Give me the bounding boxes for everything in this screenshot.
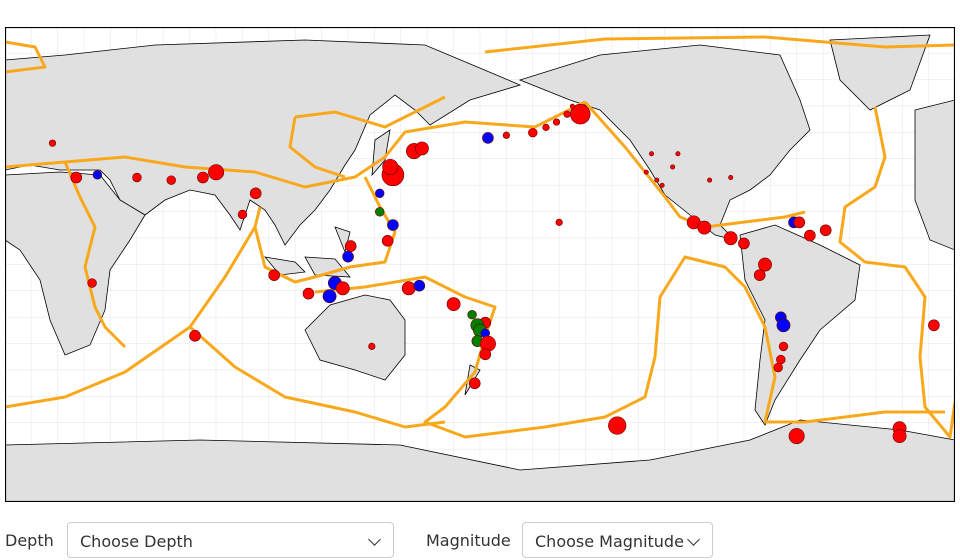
earthquake	[415, 141, 429, 156]
earthquake	[381, 235, 394, 247]
earthquake	[569, 103, 575, 109]
earthquake	[570, 103, 591, 125]
earthquake	[555, 218, 563, 226]
earthquakes	[48, 103, 940, 445]
earthquake	[237, 209, 248, 220]
earthquake	[468, 377, 481, 390]
earthquake	[387, 219, 399, 231]
earthquake	[249, 187, 262, 200]
earthquake	[467, 310, 477, 320]
earthquake	[819, 224, 832, 237]
earthquake	[758, 257, 772, 272]
earthquake	[788, 428, 805, 445]
map-frame	[5, 27, 955, 502]
chevron	[368, 533, 381, 546]
earthquake	[738, 237, 750, 250]
earthquake	[322, 289, 337, 304]
earthquake	[166, 175, 176, 185]
earthquake	[446, 297, 461, 312]
select-placeholder: Choose Magnitude	[535, 532, 684, 551]
earthquake	[659, 182, 665, 188]
earthquake	[382, 158, 399, 175]
filter-label: Depth	[5, 531, 54, 550]
earthquake	[728, 175, 734, 181]
magnitude-select[interactable]: Choose Magnitude	[522, 522, 713, 558]
earthquake	[649, 151, 655, 157]
earthquake	[375, 188, 385, 199]
world-map	[5, 27, 955, 502]
earthquake	[48, 139, 57, 147]
earthquake	[778, 341, 789, 352]
earthquake	[197, 171, 209, 184]
depth-select[interactable]: Choose Depth	[67, 522, 394, 558]
earthquake	[776, 354, 786, 365]
earthquake	[928, 319, 940, 332]
chevron	[687, 533, 700, 546]
earthquake	[776, 318, 791, 333]
earthquake	[479, 335, 496, 352]
earthquake	[401, 281, 416, 296]
earthquake	[707, 177, 713, 183]
earthquake	[753, 269, 766, 281]
earthquake	[479, 348, 492, 361]
earthquake	[502, 131, 510, 139]
filter-label: Magnitude	[426, 531, 511, 550]
earthquake	[697, 220, 712, 235]
earthquake	[563, 110, 571, 118]
earthquake	[92, 170, 103, 180]
earthquake	[132, 172, 142, 183]
select-placeholder: Choose Depth	[80, 532, 193, 551]
earthquake	[342, 250, 354, 263]
land	[5, 34, 955, 502]
earthquake	[542, 123, 550, 131]
earthquake	[208, 164, 225, 181]
earthquake	[335, 281, 350, 296]
earthquake	[552, 118, 561, 126]
earthquake	[608, 416, 627, 435]
earthquake	[368, 342, 376, 350]
earthquake	[892, 429, 907, 444]
earthquake	[804, 229, 816, 242]
earthquake	[723, 231, 738, 246]
earthquake	[413, 279, 426, 292]
earthquake	[482, 132, 494, 144]
earthquake	[70, 171, 83, 184]
earthquake	[344, 240, 357, 252]
earthquake	[773, 362, 783, 373]
earthquake	[670, 164, 676, 170]
earthquake	[528, 127, 538, 138]
earthquake	[87, 278, 97, 288]
earthquake	[675, 151, 681, 157]
earthquake	[793, 216, 806, 229]
earthquake	[375, 207, 385, 217]
earthquake	[643, 169, 649, 175]
plate-boundaries	[5, 35, 955, 439]
earthquake	[189, 330, 201, 342]
earthquake	[654, 177, 660, 183]
earthquake	[302, 287, 315, 300]
earthquake	[268, 269, 280, 281]
